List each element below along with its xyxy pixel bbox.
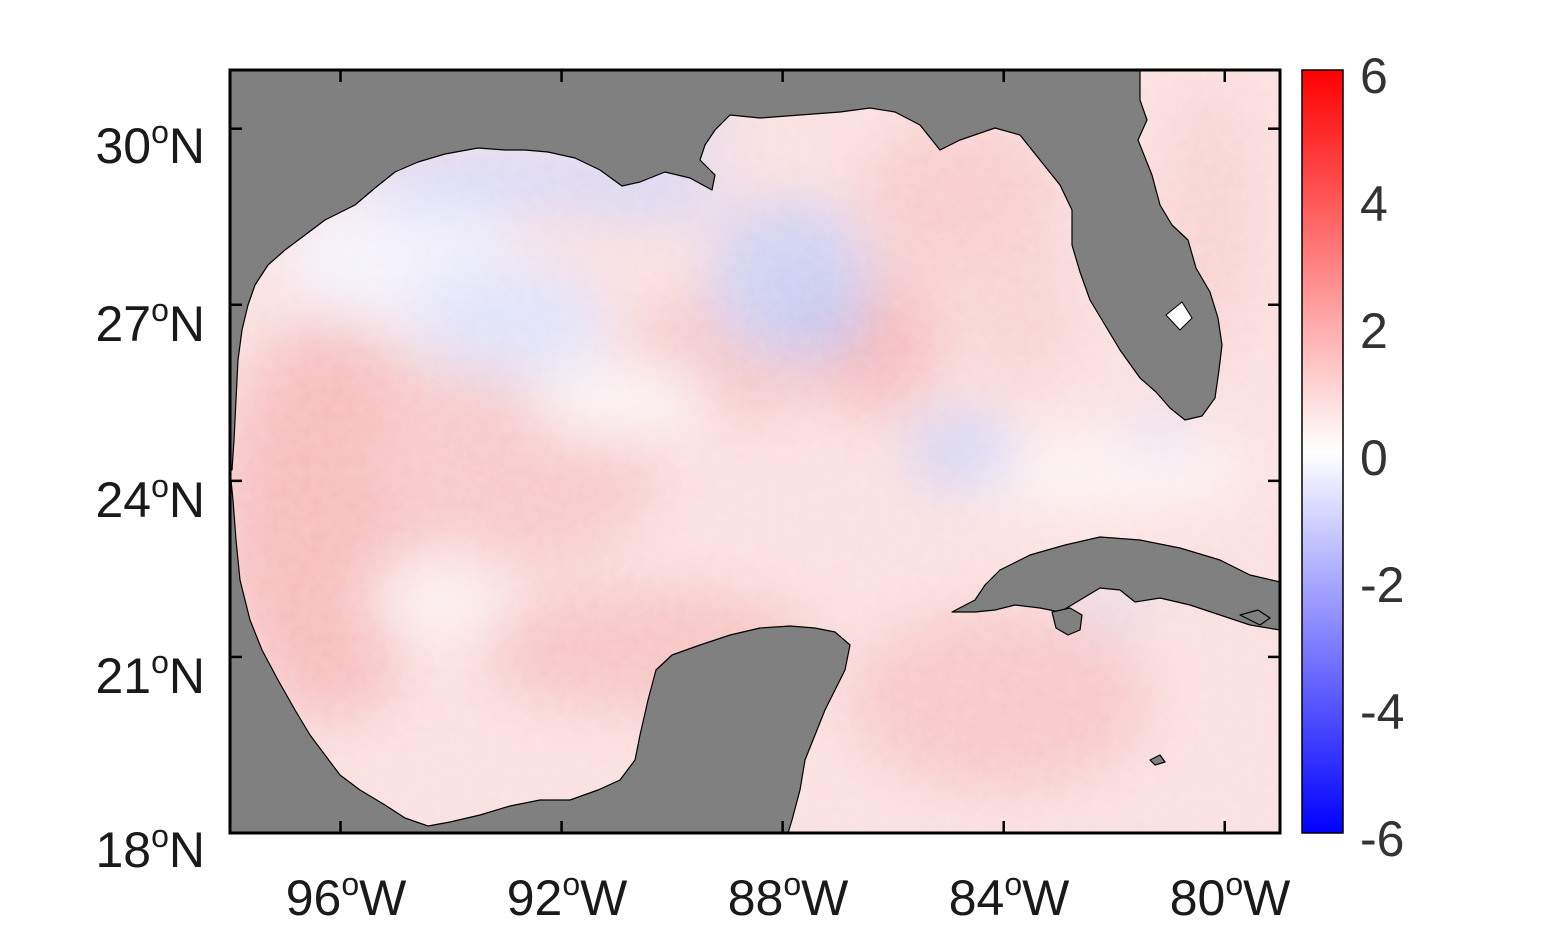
bahamas-key: [1239, 609, 1271, 626]
x-tick-label-3: 84oW: [949, 866, 1070, 926]
x-tick-label-4: 80oW: [1170, 866, 1291, 926]
colorbar-tick-label-4: -2: [1360, 557, 1404, 613]
colorbar-tick-label-3: 0: [1360, 430, 1388, 486]
y-tick-label-1: 21oN: [95, 644, 205, 704]
x-tick-label-2: 88oW: [728, 866, 849, 926]
x-tick-label-0: 96oW: [286, 866, 407, 926]
colorbar: 6 4 2 0 -2 -4 -6: [1301, 48, 1404, 867]
y-axis: 18oN 21oN 24oN 27oN 30oN: [95, 114, 205, 878]
y-tick-label-2: 24oN: [95, 468, 205, 528]
colorbar-tick-label-5: -4: [1360, 684, 1404, 740]
cuba: [951, 536, 1280, 631]
x-tick-label-1: 92oW: [507, 866, 628, 926]
axis-ticks: [230, 70, 1280, 835]
isla-juventud: [1051, 607, 1083, 636]
colorbar-gradient: [1301, 69, 1344, 834]
x-axis: 96oW 92oW 88oW 84oW 80oW: [286, 866, 1291, 926]
colorbar-tick-label-1: 4: [1360, 176, 1388, 232]
land: [230, 70, 1280, 833]
plot-frame: [228, 68, 1282, 835]
colorbar-tick-label-0: 6: [1360, 48, 1388, 104]
lake-okeechobee: [1165, 301, 1193, 331]
y-tick-label-4: 30oN: [95, 114, 205, 174]
y-tick-label-0: 18oN: [95, 818, 205, 878]
us-gulf-coast: [230, 70, 1223, 471]
colorbar-tick-label-6: -6: [1360, 811, 1404, 867]
colorbar-tick-label-2: 2: [1360, 303, 1388, 359]
mexico-west-coast: [230, 469, 851, 833]
y-tick-label-3: 27oN: [95, 292, 205, 352]
belize-islet: [1149, 754, 1166, 766]
